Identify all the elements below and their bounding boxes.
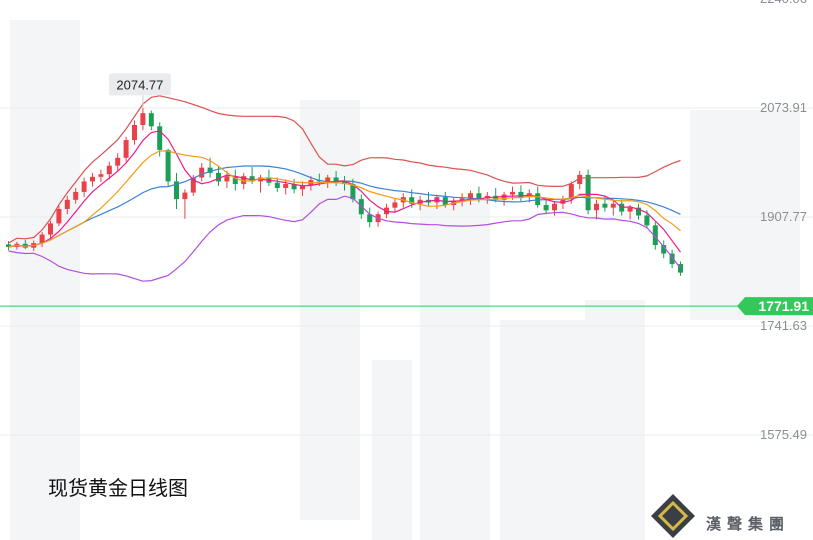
candle-body: [48, 223, 53, 235]
candle-body: [577, 174, 583, 185]
candle-body: [216, 172, 221, 182]
candle-body: [56, 208, 62, 224]
candle-body: [493, 195, 499, 200]
candle-body: [568, 184, 574, 200]
candle-body: [190, 177, 196, 193]
candle-body: [350, 184, 356, 200]
watermark-building: [585, 300, 645, 540]
candle-body: [241, 176, 247, 185]
candle-body: [644, 215, 650, 226]
candle-body: [90, 176, 95, 182]
logo-diamond: [651, 494, 695, 538]
candle-body: [585, 174, 591, 211]
candle-body: [535, 193, 541, 206]
candle-body: [182, 192, 188, 200]
y-tick-label: 1741.63: [760, 318, 807, 333]
candle-body: [174, 181, 179, 200]
ma-slow-line: [8, 150, 681, 248]
bollinger-lower-line: [8, 195, 681, 282]
candle-body: [652, 225, 658, 246]
candle-body: [627, 207, 633, 212]
candle-body: [157, 126, 163, 150]
candle-body: [501, 194, 507, 200]
chart-caption: 现货黄金日线图: [48, 476, 188, 500]
max-label-box: [108, 73, 171, 96]
y-tick-label: 1907.77: [760, 209, 807, 224]
candle-body: [300, 185, 305, 190]
bollinger-upper-line: [8, 95, 681, 244]
ma-fast-line: [8, 130, 681, 253]
candle-body: [459, 198, 465, 202]
candle-body: [560, 199, 566, 204]
current-price-tag: [737, 297, 813, 316]
candle-body: [232, 176, 238, 185]
candle-body: [274, 182, 280, 188]
candle-body: [224, 176, 230, 182]
candle-body: [333, 177, 339, 182]
candle-body: [669, 253, 675, 265]
candle-body: [165, 149, 171, 182]
candle-body: [342, 181, 347, 185]
candle-body: [594, 203, 599, 211]
candle-body: [199, 167, 205, 178]
candle-body: [98, 174, 104, 177]
candle-body: [249, 176, 255, 182]
candle-body: [6, 244, 11, 248]
candle-body: [207, 167, 213, 173]
candle-body: [291, 184, 297, 190]
watermark-building: [690, 110, 800, 320]
candle-body: [106, 165, 112, 175]
candle-body: [148, 113, 154, 127]
candle-body: [132, 124, 137, 141]
y-tick-label: 2240.06: [760, 0, 807, 6]
candle-body: [123, 140, 129, 158]
candle-body: [367, 214, 373, 223]
candle-body: [636, 207, 641, 216]
candle-body: [140, 113, 146, 125]
candle-body: [115, 157, 121, 166]
candle-body: [661, 245, 667, 254]
logo-inner: [657, 500, 689, 532]
watermark-building: [10, 20, 80, 540]
candle-body: [283, 184, 289, 188]
current-price-label: 1771.91: [758, 298, 809, 314]
candle-body: [510, 191, 515, 195]
y-tick-label: 2073.91: [760, 100, 807, 115]
candle-body: [39, 234, 45, 244]
candle-body: [325, 177, 331, 182]
candle-body: [81, 181, 87, 192]
candle-body: [476, 193, 482, 199]
candle-body: [518, 191, 524, 198]
candle-body: [392, 202, 398, 208]
candle-body: [468, 193, 473, 199]
candle-body: [610, 203, 616, 208]
watermark-building: [372, 360, 412, 540]
candle-body: [64, 199, 70, 209]
candle-body: [602, 203, 608, 208]
candle-body: [678, 264, 683, 273]
max-label: 2074.77: [116, 77, 163, 92]
watermark-building: [300, 100, 360, 520]
y-tick-label: 1575.49: [760, 427, 807, 442]
candle-body: [73, 191, 79, 200]
candle-body: [543, 205, 549, 211]
candle-body: [409, 197, 415, 204]
candle-body: [552, 203, 557, 211]
watermark-building: [420, 200, 490, 540]
brand-name: 漢聲集團: [706, 515, 791, 533]
